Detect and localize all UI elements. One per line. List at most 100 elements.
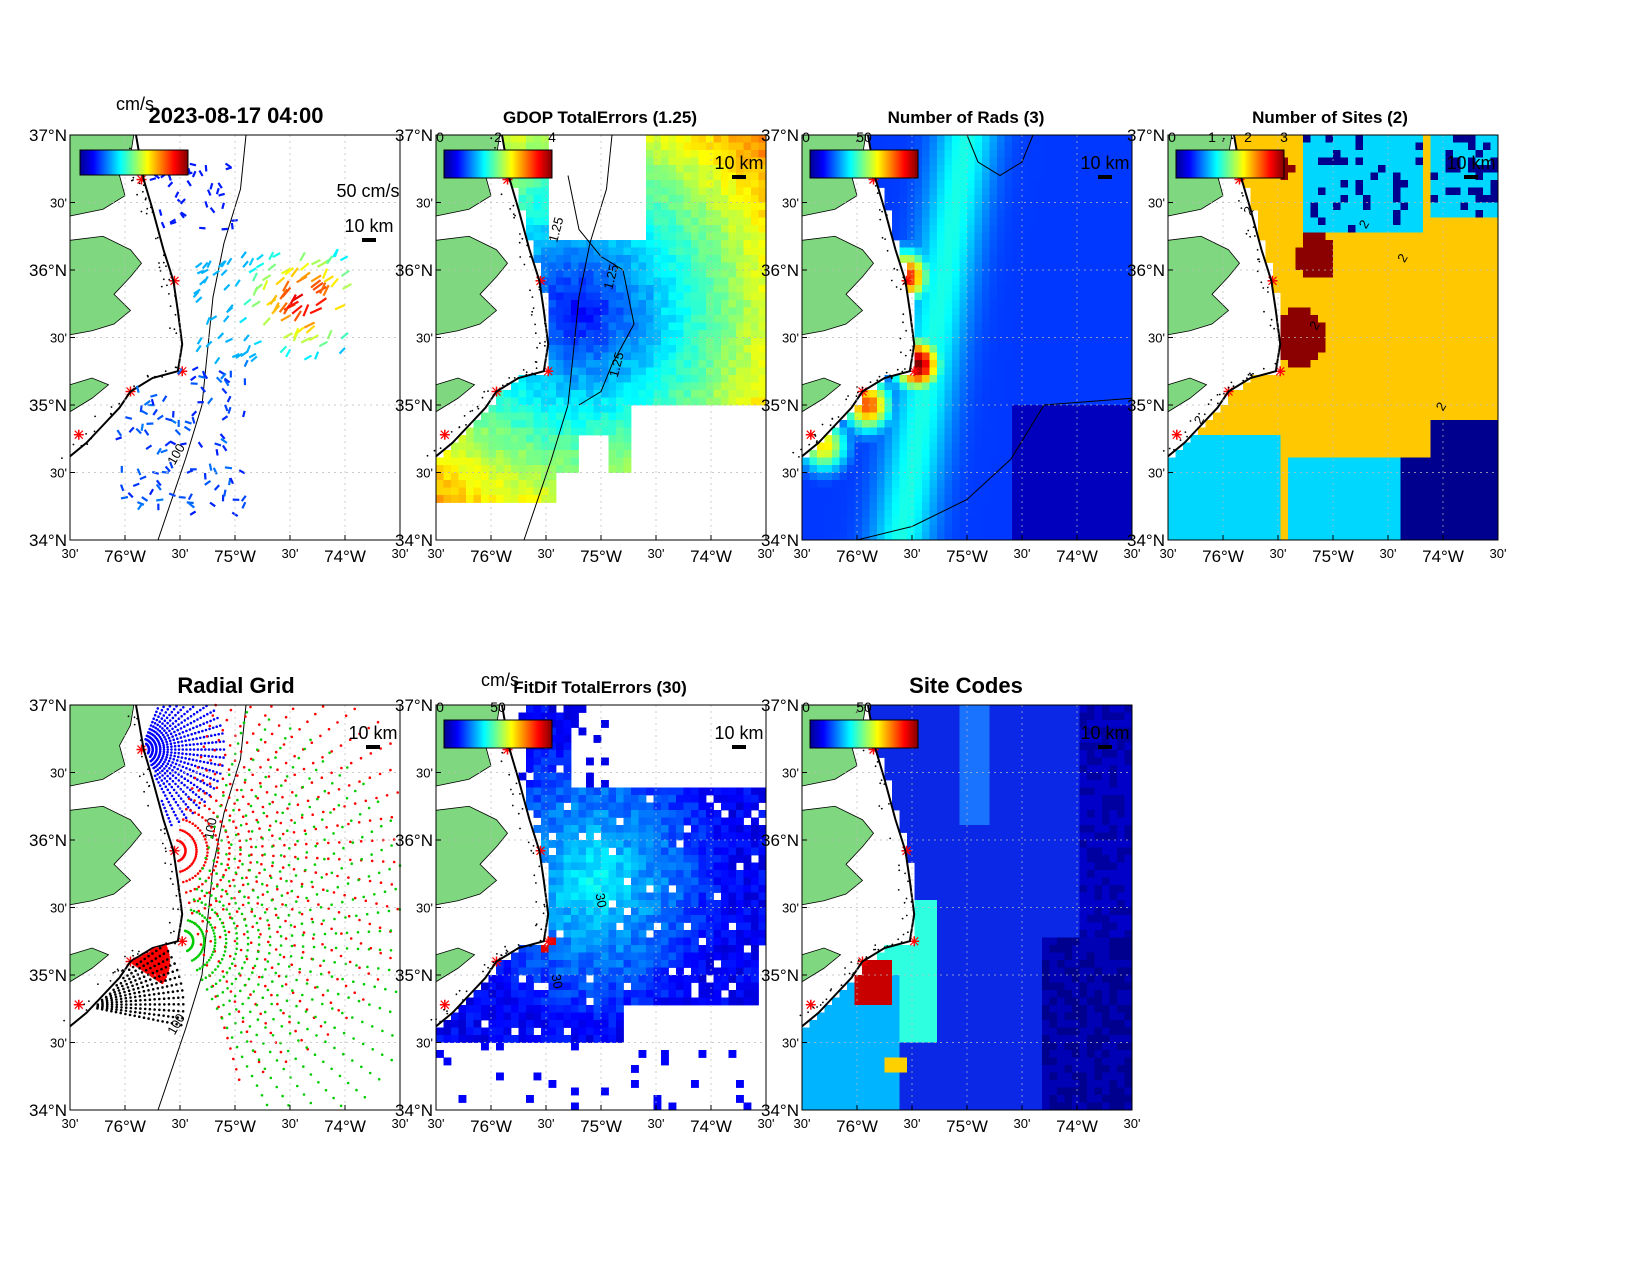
heatmap-cell (713, 315, 722, 323)
heatmap-cell (533, 240, 542, 248)
heatmap-cell (631, 382, 639, 391)
heatmap-cell (458, 480, 467, 488)
heatmap-cell (616, 390, 624, 398)
heatmap-cell (1400, 390, 1409, 398)
heatmap-cell (676, 255, 684, 263)
heatmap-cell (1408, 337, 1416, 346)
heatmap-cell (563, 337, 572, 346)
heatmap-cell (1012, 517, 1020, 526)
heatmap-cell (1079, 352, 1088, 361)
heatmap-cell (548, 255, 557, 263)
heatmap-cell (1370, 360, 1379, 368)
current-vector (200, 386, 207, 393)
heatmap-cell (1102, 195, 1110, 203)
heatmap-cell (743, 270, 752, 278)
heatmap-cell (1468, 367, 1476, 376)
heatmap-cell (1079, 255, 1088, 263)
heatmap-cell (1340, 217, 1349, 226)
heatmap-cell (1072, 465, 1080, 473)
heatmap-cell (706, 240, 714, 248)
heatmap-cell (1094, 517, 1103, 526)
current-vector (318, 340, 329, 348)
current-vector (322, 284, 330, 297)
heatmap-cell (952, 457, 960, 466)
heatmap-cell (1034, 360, 1043, 368)
heatmap-cell (944, 457, 953, 466)
heatmap-cell (1057, 187, 1065, 196)
heatmap-cell (593, 397, 602, 406)
lon-tick-label: 30' (904, 546, 921, 561)
heatmap-cell (937, 300, 945, 308)
heatmap-cell (1109, 187, 1118, 196)
heatmap-cell (914, 495, 923, 503)
heatmap-cell (1363, 322, 1371, 331)
heatmap-cell (1468, 240, 1476, 248)
heatmap-cell (1124, 180, 1133, 188)
heatmap-cell (526, 450, 534, 458)
heatmap-cell (1072, 397, 1080, 406)
heatmap-cell (728, 270, 737, 278)
heatmap-cell (661, 322, 669, 331)
heatmap-cell (541, 412, 549, 421)
heatmap-cell (1273, 270, 1281, 278)
heatmap-cell (1408, 315, 1416, 323)
heatmap-cell (488, 435, 497, 443)
coast-speck (465, 424, 467, 426)
land-area (801, 377, 842, 413)
heatmap-cell (1079, 532, 1088, 541)
heatmap-cell (974, 262, 983, 271)
heatmap-cell (571, 412, 579, 421)
heatmap-cell (1453, 232, 1461, 241)
current-vector (305, 324, 316, 334)
current-vector (203, 472, 207, 480)
heatmap-cell (937, 480, 945, 488)
heatmap-cell (1363, 255, 1371, 263)
coast-speck (539, 342, 541, 345)
heatmap-cell (1415, 315, 1424, 323)
heatmap-cell (533, 405, 542, 413)
heatmap-cell (1079, 517, 1088, 526)
heatmap-cell (1453, 285, 1461, 293)
heatmap-cell (526, 412, 534, 421)
heatmap-cell (556, 405, 564, 413)
heatmap-cell (721, 240, 729, 248)
heatmap-cell (817, 532, 825, 541)
heatmap-cell (1034, 247, 1043, 256)
heatmap-cell (586, 270, 594, 278)
heatmap-cell (481, 442, 489, 451)
heatmap-cell (571, 292, 579, 301)
heatmap-cell (1460, 382, 1469, 391)
coast-speck (90, 437, 93, 440)
heatmap-cell (974, 480, 983, 488)
current-vector (169, 461, 174, 469)
heatmap-cell (1325, 292, 1334, 301)
heatmap-cell (496, 405, 504, 413)
heatmap-cell (713, 180, 722, 188)
heatmap-cell (1340, 172, 1349, 181)
heatmap-cell (728, 247, 737, 256)
heatmap-cell (1355, 352, 1364, 361)
current-vector (275, 276, 286, 286)
heatmap-cell (1385, 225, 1394, 233)
heatmap-cell (982, 300, 990, 308)
heatmap-cell (1340, 307, 1349, 316)
heatmap-cell (1430, 322, 1439, 331)
heatmap-cell (1310, 180, 1319, 188)
heatmap-cell (721, 360, 729, 368)
heatmap-cell (541, 435, 549, 443)
heatmap-cell (1034, 472, 1043, 481)
heatmap-cell (1004, 232, 1013, 241)
heatmap-cell (526, 142, 534, 151)
heatmap-cell (548, 292, 557, 301)
heatmap-cell (1057, 427, 1065, 436)
heatmap-cell (1288, 247, 1296, 256)
heatmap-cell (832, 480, 840, 488)
heatmap-cell (721, 397, 729, 406)
heatmap-cell (1057, 225, 1065, 233)
heatmap-cell (676, 165, 684, 173)
heatmap-cell (1124, 517, 1133, 526)
heatmap-cell (1004, 277, 1013, 286)
heatmap-cell (743, 225, 752, 233)
current-vector (310, 274, 322, 283)
heatmap-cell (1072, 532, 1080, 541)
